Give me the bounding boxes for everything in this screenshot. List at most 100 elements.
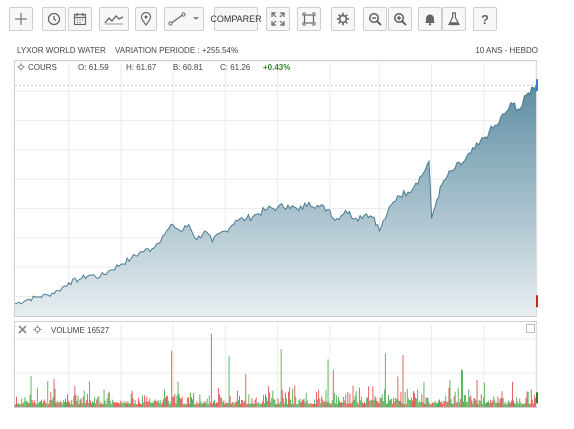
volume-bar	[15, 404, 16, 407]
volume-bar	[477, 404, 479, 407]
high-value: H: 61.67	[126, 63, 157, 72]
period-variation: VARIATION PERIODE : +255.54%	[115, 46, 239, 55]
volume-bar	[301, 400, 303, 407]
help-button[interactable]: ?	[473, 7, 497, 31]
map-pin-icon	[140, 12, 152, 26]
volume-bar	[418, 402, 420, 407]
volume-bar	[533, 395, 535, 407]
period-selector[interactable]: 10 ANS - HEBDO	[475, 46, 538, 55]
zoom-in-button[interactable]	[388, 7, 412, 31]
volume-bar	[224, 404, 226, 407]
volume-bar	[278, 403, 280, 407]
volume-bar	[314, 399, 315, 407]
volume-bar	[90, 400, 91, 407]
volume-bar	[230, 403, 232, 407]
volume-bar	[105, 404, 107, 407]
volume-bar	[306, 400, 308, 407]
volume-bar	[421, 394, 423, 407]
volume-bar	[315, 403, 316, 407]
volume-bar	[116, 402, 117, 407]
drawing-tool-dropdown[interactable]	[164, 7, 204, 31]
volume-bar	[284, 392, 286, 407]
volume-bar	[136, 404, 138, 407]
info-bar: LYXOR WORLD WATER VARIATION PERIODE : +2…	[0, 44, 574, 58]
last-price-badge	[536, 79, 562, 92]
chart-svg[interactable]: 18.0024.0030.0036.0042.0048.0054.0060.00…	[14, 58, 566, 419]
chart-type-button[interactable]	[99, 7, 129, 31]
volume-bar	[21, 398, 23, 407]
volume-bar	[204, 401, 206, 407]
volume-bar	[498, 403, 500, 407]
volume-bar	[95, 403, 97, 407]
volume-bar	[378, 403, 380, 407]
volume-bar	[535, 398, 536, 407]
volume-bar	[76, 401, 78, 407]
settings-button[interactable]	[331, 7, 355, 31]
volume-bar	[341, 402, 342, 407]
volume-bar	[304, 402, 306, 407]
volume-bar	[312, 404, 313, 407]
volume-bar	[346, 403, 348, 407]
volume-bar	[491, 402, 493, 407]
history-button[interactable]	[42, 7, 66, 31]
volume-bar	[409, 400, 411, 407]
zoom-out-button[interactable]	[363, 7, 387, 31]
volume-bar	[168, 400, 170, 407]
alert-button[interactable]	[418, 7, 442, 31]
remove-volume-button[interactable]	[18, 325, 27, 334]
volume-bar	[518, 403, 520, 407]
volume-bar	[85, 400, 87, 407]
volume-bar	[451, 403, 453, 407]
fit-chart-button[interactable]	[297, 7, 321, 31]
volume-bar	[211, 403, 213, 407]
volume-bar	[503, 404, 505, 407]
volume-bar	[450, 399, 452, 407]
volume-bar	[320, 403, 322, 407]
volume-bar	[227, 402, 229, 407]
volume-bar	[106, 399, 108, 407]
gear-icon	[33, 325, 42, 334]
volume-bar	[112, 401, 114, 407]
volume-bar	[425, 397, 427, 407]
volume-bar	[342, 402, 344, 407]
volume-bar	[94, 397, 96, 407]
volume-bar	[250, 403, 252, 407]
volume-bar	[244, 401, 246, 407]
volume-bar	[97, 397, 99, 407]
volume-bar	[276, 404, 278, 407]
volume-bar	[228, 355, 230, 407]
volume-bar	[506, 403, 508, 407]
volume-bar	[487, 402, 488, 407]
volume-bar	[299, 398, 301, 407]
volume-bar	[324, 401, 326, 407]
fullscreen-button[interactable]	[266, 7, 290, 31]
volume-bar	[335, 395, 337, 407]
volume-bar	[206, 398, 208, 407]
volume-bar	[177, 381, 179, 407]
volume-bar	[17, 403, 18, 407]
volume-panel-checkbox[interactable]	[526, 324, 535, 333]
volume-bar	[462, 370, 463, 407]
volume-bar	[279, 401, 281, 407]
volume-bar	[325, 389, 327, 407]
volume-bar	[271, 397, 273, 407]
crosshair-button[interactable]	[9, 7, 33, 31]
marker-button[interactable]	[135, 7, 157, 31]
volume-bar	[91, 403, 92, 407]
volume-bar	[422, 402, 424, 407]
indicators-button[interactable]	[442, 7, 466, 31]
volume-bar	[92, 401, 93, 407]
volume-settings-gear[interactable]	[33, 325, 42, 334]
chart-container: 18.0024.0030.0036.0042.0048.0054.0060.00…	[14, 58, 566, 419]
series-settings-gear[interactable]	[17, 63, 25, 71]
compare-button[interactable]: COMPARER	[210, 7, 262, 31]
volume-bar	[423, 382, 425, 407]
volume-bar	[514, 402, 515, 407]
calendar-button[interactable]	[68, 7, 92, 31]
volume-bar	[308, 403, 310, 407]
volume-bar	[502, 397, 504, 407]
volume-bar	[439, 399, 440, 407]
volume-bar	[322, 399, 324, 407]
volume-bar	[469, 396, 471, 407]
volume-bar	[334, 403, 336, 407]
